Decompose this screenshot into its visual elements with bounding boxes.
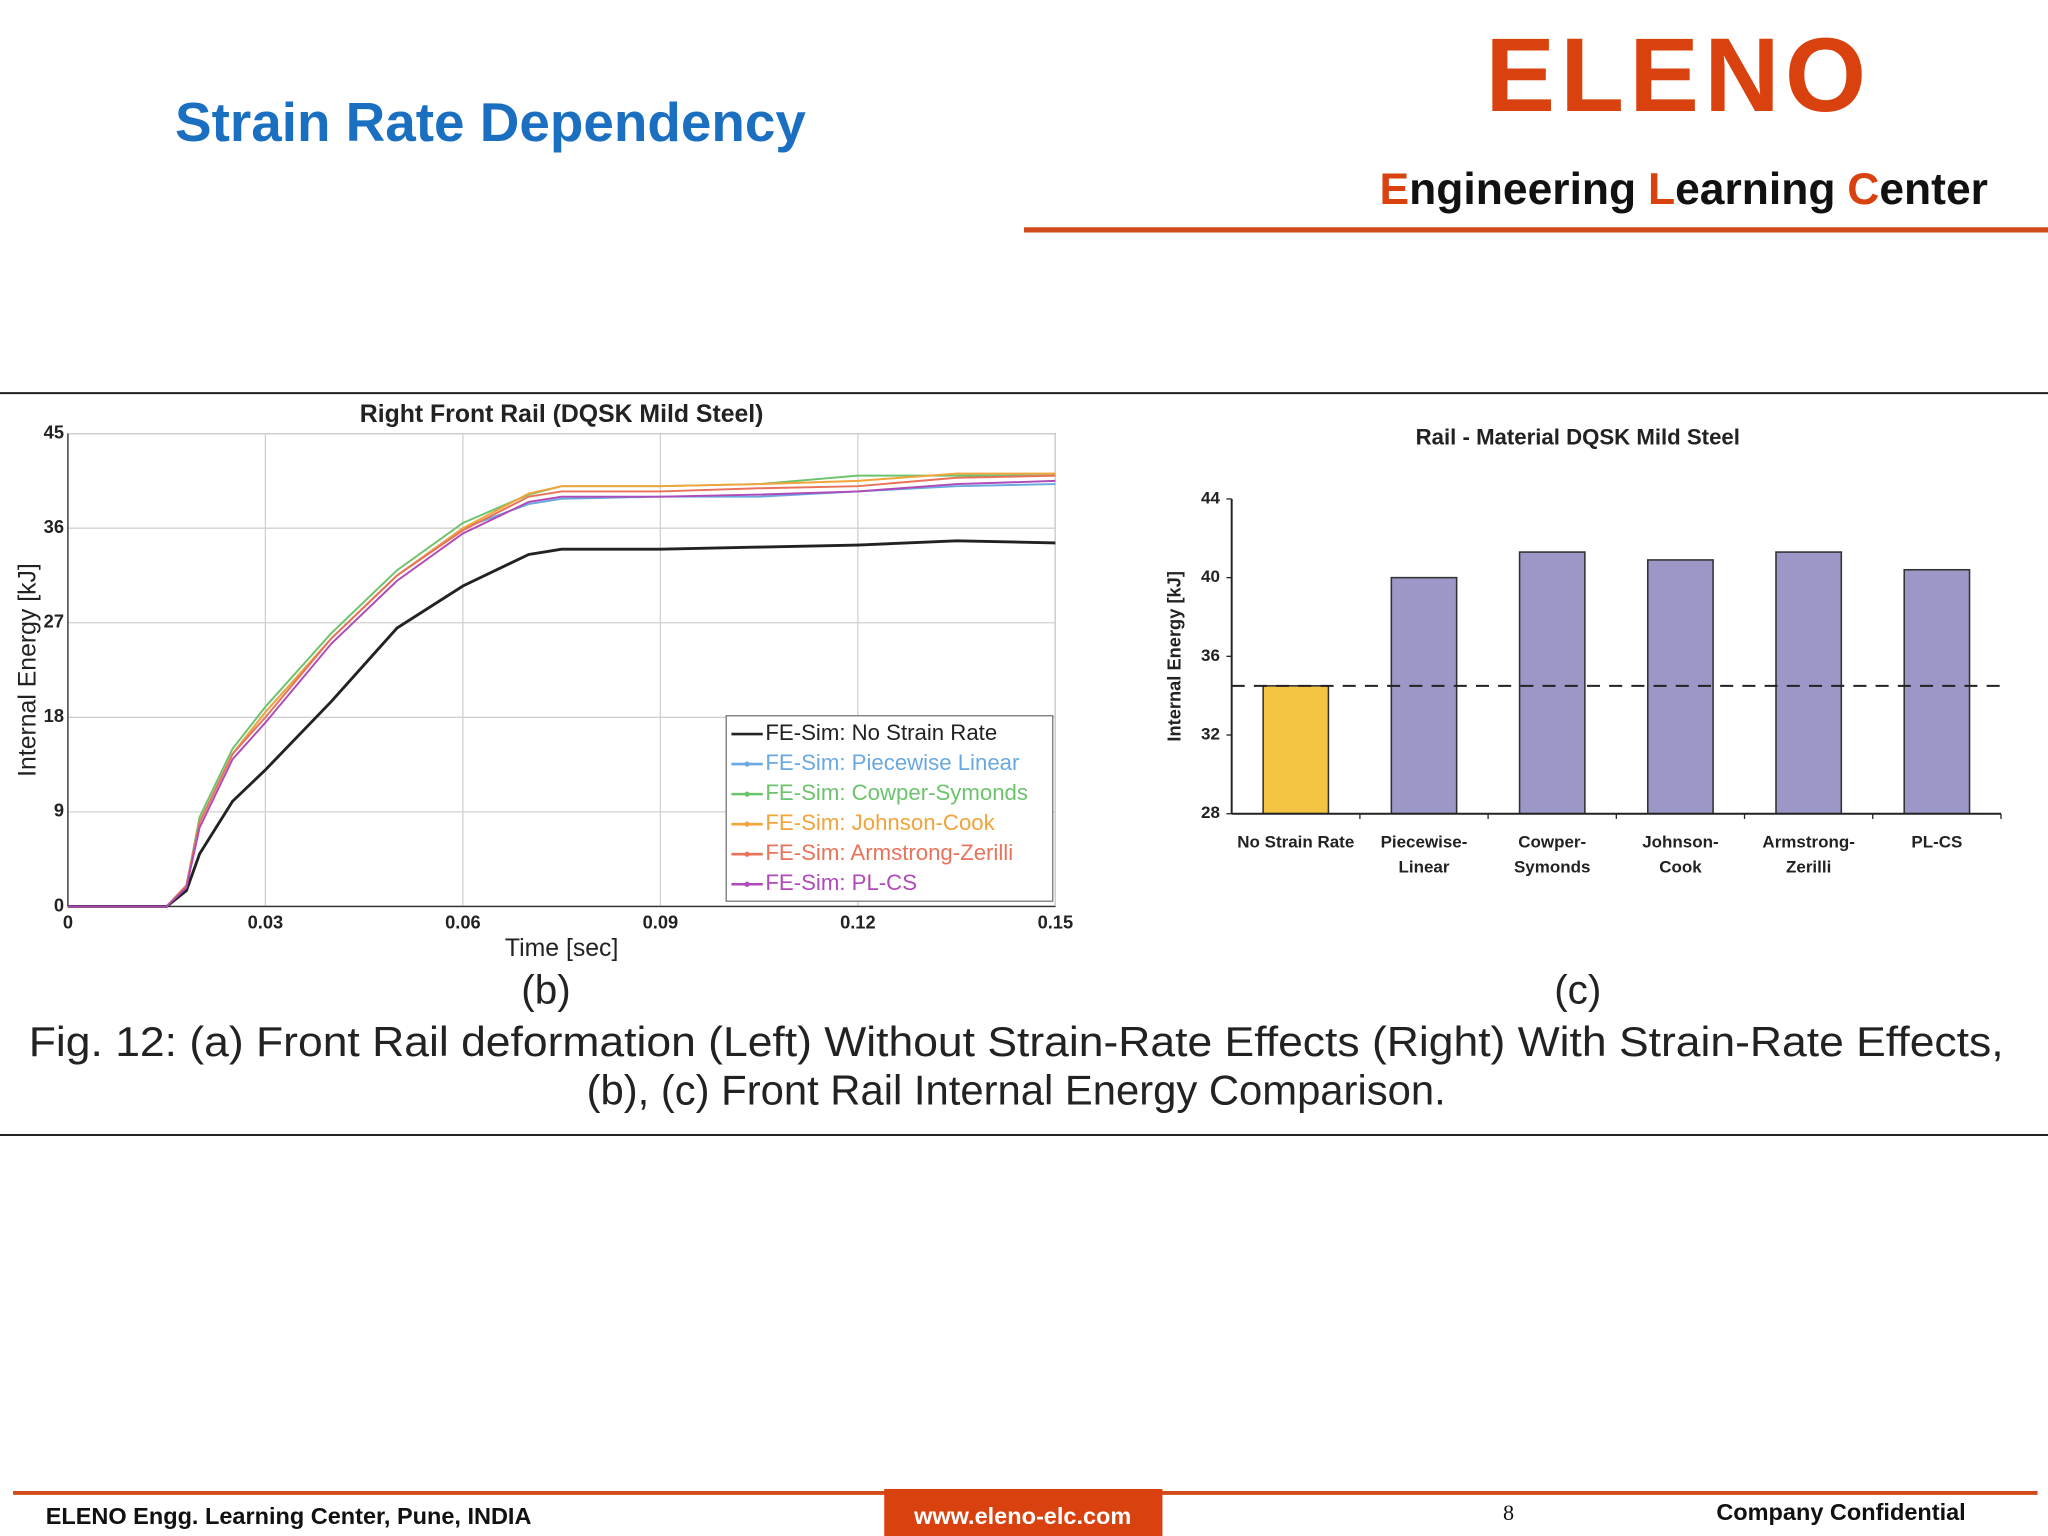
y-tick-label: 9: [54, 800, 64, 821]
bar: [1646, 559, 1714, 815]
legend-marker: [744, 881, 750, 887]
legend-marker: [744, 851, 750, 857]
x-tick-label-box: Cowper-Symonds: [1513, 832, 1591, 877]
legend-label: FE-Sim: PL-CS: [765, 870, 917, 895]
x-tick-label: Piecewise-Linear: [1380, 832, 1468, 877]
footer-left: ELENO Engg. Learning Center, Pune, INDIA: [46, 1503, 532, 1529]
legend-label: FE-Sim: Piecewise Linear: [765, 750, 1020, 775]
x-tick-label-box: No Strain Rate: [1237, 832, 1355, 852]
x-tick-label: 0.15: [1038, 911, 1074, 932]
tagline-word: Center: [1847, 164, 1988, 215]
y-tick-label: 18: [44, 705, 64, 726]
x-tick-label: 0.03: [248, 911, 284, 932]
y-tick-label: 32: [1201, 725, 1220, 744]
tagline-word: Learning: [1647, 164, 1836, 215]
series-line: [67, 479, 1056, 908]
caption-line: Fig. 12: (a) Front Rail deformation (Lef…: [29, 1018, 2004, 1065]
y-tick-label: 0: [54, 894, 64, 915]
legend-label: FE-Sim: Cowper-Symonds: [765, 780, 1028, 805]
slide-title: Strain Rate Dependency: [175, 91, 806, 153]
bar: [1903, 568, 1971, 815]
x-tick-label: 0.09: [643, 911, 679, 932]
x-tick-label: Johnson-Cook: [1642, 832, 1719, 877]
x-tick-label: Cowper-Symonds: [1513, 832, 1591, 877]
x-axis-label: Time [sec]: [505, 935, 618, 962]
legend-marker: [744, 761, 750, 767]
x-tick-label: No Strain Rate: [1237, 832, 1355, 852]
y-tick-label: 45: [44, 421, 64, 442]
logo: ELENO: [1485, 17, 1871, 134]
legend-label: FE-Sim: Johnson-Cook: [765, 810, 995, 835]
caption-line: (b), (c) Front Rail Internal Energy Comp…: [587, 1066, 1446, 1113]
legend-label: FE-Sim: No Strain Rate: [765, 720, 997, 745]
bar: [1775, 551, 1843, 815]
x-tick-label: PL-CS: [1911, 832, 1963, 852]
x-tick-label: 0.06: [445, 911, 481, 932]
series-line: [67, 539, 1056, 908]
bar: [1390, 576, 1458, 815]
tagline-box: Engineering Learning Center: [1176, 165, 1988, 216]
legend-box: [725, 715, 1054, 902]
x-tick-label-box: Johnson-Cook: [1642, 832, 1719, 877]
x-tick-label-box: Piecewise-Linear: [1380, 832, 1468, 877]
y-axis-label: Internal Energy [kJ]: [1163, 571, 1184, 742]
footer-url-box: [884, 1488, 1163, 1536]
tagline-word: Engineering: [1379, 164, 1637, 215]
tagline: Engineering Learning Center: [1176, 165, 1988, 216]
y-tick-label: 27: [44, 611, 64, 632]
y-axis-label: Internal Energy [kJ]: [14, 563, 41, 777]
x-tick-label-box: Armstrong-Zerilli: [1762, 832, 1855, 877]
y-tick-label: 36: [44, 516, 64, 537]
x-tick-label: 0.12: [840, 911, 876, 932]
bar: [1518, 551, 1586, 815]
panel-label: (b): [521, 966, 570, 1012]
x-tick-label: 0: [63, 911, 73, 932]
legend-marker: [744, 791, 750, 797]
y-tick-label: 40: [1201, 567, 1220, 586]
legend-marker: [744, 821, 750, 827]
x-tick-label: Armstrong-Zerilli: [1762, 832, 1855, 877]
legend-label: FE-Sim: Armstrong-Zerilli: [765, 840, 1013, 865]
bar: [1262, 685, 1330, 815]
chart-title: Rail - Material DQSK Mild Steel: [1416, 425, 1740, 450]
panel-label: (c): [1554, 966, 1601, 1012]
page-number: 8: [1503, 1500, 1514, 1525]
chart-title: Right Front Rail (DQSK Mild Steel): [360, 401, 764, 428]
y-tick-label: 44: [1201, 488, 1220, 507]
y-tick-label: 28: [1201, 803, 1220, 822]
x-tick-label-box: PL-CS: [1911, 832, 1963, 852]
y-tick-label: 36: [1201, 646, 1220, 665]
footer-right: Company Confidential: [1716, 1499, 1965, 1525]
footer-url: www.eleno-elc.com: [913, 1503, 1131, 1529]
